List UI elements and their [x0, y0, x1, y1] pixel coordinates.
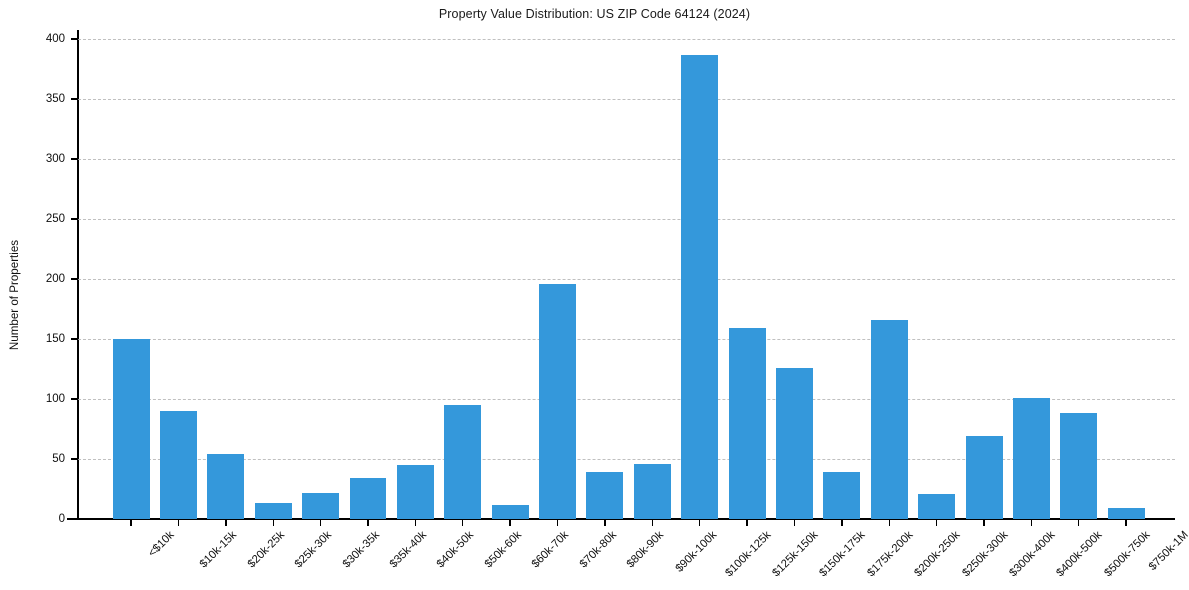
bar[interactable]: [728, 328, 766, 519]
x-tick-label: <$10k: [146, 529, 177, 560]
y-axis-label: Number of Properties: [8, 239, 21, 351]
y-tick-mark: [71, 98, 78, 100]
gridline: [78, 399, 1175, 400]
y-tick-label: 250: [45, 213, 65, 225]
x-tick-mark: [509, 519, 511, 527]
y-tick-label: 50: [52, 453, 65, 465]
x-tick-mark: [746, 519, 748, 527]
x-tick-label: $500k-750k: [1102, 529, 1153, 580]
x-tick-label: $30k-35k: [340, 529, 382, 571]
y-tick-label: 200: [45, 273, 65, 285]
x-tick-mark: [793, 519, 796, 527]
x-tick-label: $40k-50k: [435, 529, 477, 571]
bar[interactable]: [444, 405, 482, 519]
y-tick-mark: [71, 278, 78, 280]
x-tick-label: $35k-40k: [387, 529, 429, 571]
y-tick-mark: [71, 158, 78, 160]
y-tick-label: 300: [45, 153, 65, 165]
bar[interactable]: [207, 454, 245, 519]
x-tick-label: $300k-400k: [1007, 529, 1058, 580]
y-tick-mark: [71, 38, 78, 40]
x-tick-mark: [1030, 519, 1033, 527]
x-tick-mark: [935, 519, 938, 527]
x-tick-label: $70k-80k: [577, 529, 619, 571]
x-tick-label: $250k-300k: [959, 529, 1011, 580]
x-tick-mark: [272, 519, 274, 527]
x-tick-mark: [651, 519, 654, 527]
x-tick-mark: [130, 519, 132, 527]
x-tick-label: $90k-100k: [673, 529, 720, 575]
bar[interactable]: [159, 411, 197, 519]
bar[interactable]: [254, 503, 292, 519]
x-tick-label: $125k-150k: [770, 529, 821, 580]
gridline: [78, 219, 1175, 220]
bar[interactable]: [823, 472, 861, 519]
bar[interactable]: [633, 463, 671, 519]
bar[interactable]: [586, 472, 624, 519]
bar[interactable]: [776, 367, 813, 519]
gridline: [78, 339, 1175, 340]
bar[interactable]: [112, 339, 150, 519]
gridline: [78, 39, 1175, 40]
bar[interactable]: [1060, 413, 1098, 519]
bar[interactable]: [1107, 508, 1145, 519]
plot-area: [78, 39, 1175, 519]
x-tick-label: $60k-70k: [529, 529, 572, 571]
gridline: [78, 279, 1175, 280]
y-tick-mark: [71, 518, 78, 520]
x-tick-mark: [462, 519, 464, 527]
bar[interactable]: [491, 504, 529, 519]
x-tick-mark: [556, 519, 559, 527]
y-tick-label: 150: [45, 333, 65, 345]
x-tick-mark: [841, 519, 843, 527]
gridline: [78, 459, 1175, 460]
x-tick-label: $80k-90k: [624, 529, 666, 571]
x-tick-mark: [319, 519, 322, 527]
x-tick-label: $150k-175k: [817, 529, 869, 580]
x-tick-label: $400k-500k: [1054, 529, 1105, 580]
bar[interactable]: [302, 492, 340, 519]
bar[interactable]: [965, 436, 1003, 519]
y-tick-label: 0: [58, 513, 65, 525]
x-axis-spine: [67, 518, 1175, 520]
bar[interactable]: [1012, 397, 1050, 519]
gridline: [78, 159, 1175, 160]
x-tick-label: $200k-250k: [912, 529, 963, 580]
bar[interactable]: [349, 478, 387, 519]
x-tick-mark: [367, 519, 369, 527]
y-tick-label: 400: [45, 33, 65, 45]
bar[interactable]: [870, 319, 908, 519]
y-tick-label: 350: [45, 93, 65, 105]
y-tick-mark: [71, 218, 78, 220]
bar[interactable]: [918, 493, 956, 519]
x-tick-mark: [1078, 519, 1080, 527]
x-tick-mark: [414, 519, 417, 527]
y-tick-mark: [71, 458, 78, 460]
x-tick-label: $50k-60k: [482, 529, 524, 571]
y-tick-label: 100: [45, 393, 65, 405]
bar[interactable]: [396, 465, 434, 519]
x-tick-mark: [699, 519, 701, 527]
y-tick-mark: [71, 338, 78, 340]
y-axis-spine: [77, 30, 79, 520]
x-tick-mark: [983, 519, 985, 527]
x-tick-mark: [177, 519, 180, 527]
x-tick-label: $100k-125k: [722, 529, 774, 580]
gridline: [78, 99, 1175, 100]
x-tick-label: $10k-15k: [198, 529, 240, 571]
bar[interactable]: [539, 283, 577, 519]
x-tick-label: $750k-1M: [1146, 529, 1189, 574]
y-tick-mark: [71, 398, 78, 400]
x-tick-mark: [225, 519, 227, 527]
x-tick-mark: [604, 519, 606, 527]
x-tick-label: $25k-30k: [292, 529, 335, 571]
x-tick-label: $20k-25k: [245, 529, 287, 571]
x-tick-label: $175k-200k: [865, 529, 916, 580]
x-tick-mark: [1125, 519, 1127, 527]
x-tick-mark: [888, 519, 890, 527]
bar[interactable]: [681, 54, 719, 519]
chart-title: Property Value Distribution: US ZIP Code…: [438, 7, 751, 21]
